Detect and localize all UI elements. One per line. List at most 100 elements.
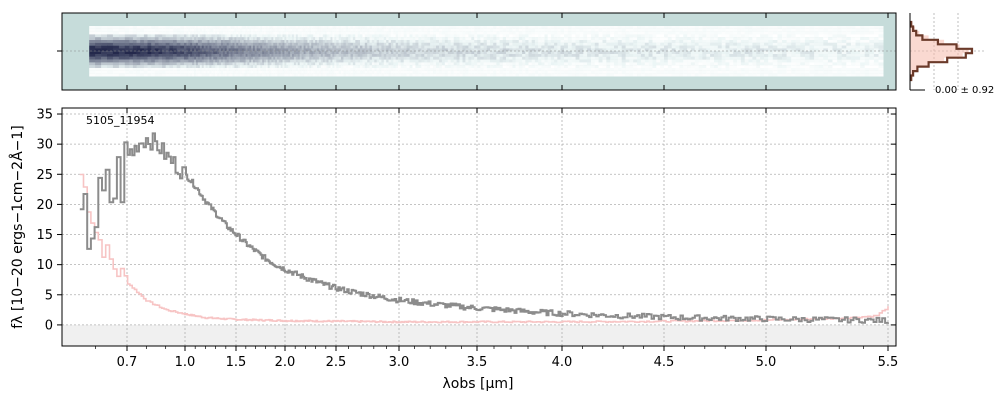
trace-pixel [254, 73, 257, 77]
trace-pixel [143, 45, 148, 49]
trace-pixel [307, 48, 310, 52]
trace-pixel [334, 54, 337, 57]
trace-pixel [567, 28, 573, 32]
trace-pixel [209, 40, 212, 43]
trace-pixel [184, 45, 187, 49]
trace-pixel [756, 56, 761, 60]
trace-pixel [525, 34, 529, 38]
trace-pixel [864, 34, 870, 38]
trace-pixel [444, 62, 449, 66]
trace-pixel [112, 26, 120, 29]
trace-pixel [301, 65, 304, 69]
trace-pixel [637, 73, 642, 77]
trace-pixel [95, 56, 102, 60]
trace-pixel [791, 65, 797, 69]
trace-pixel [292, 40, 295, 43]
trace-pixel [328, 31, 331, 35]
trace-pixel [729, 34, 734, 38]
trace-pixel [282, 70, 285, 74]
trace-pixel [737, 40, 742, 43]
trace-pixel [483, 59, 488, 63]
trace-pixel [295, 51, 299, 55]
trace-pixel [471, 45, 475, 49]
trace-pixel [256, 51, 259, 55]
trace-pixel [547, 73, 552, 77]
trace-pixel [309, 59, 312, 63]
trace-pixel [648, 34, 653, 38]
trace-pixel [201, 48, 205, 52]
trace-pixel [427, 37, 431, 41]
trace-pixel [644, 26, 649, 29]
trace-pixel [379, 34, 382, 38]
trace-pixel [660, 59, 665, 63]
trace-pixel [132, 68, 137, 71]
trace-pixel [278, 34, 281, 38]
trace-pixel [502, 37, 507, 41]
trace-pixel [251, 31, 254, 35]
trace-pixel [192, 73, 195, 77]
trace-pixel [338, 48, 342, 52]
trace-pixel [710, 40, 715, 43]
trace-pixel [194, 40, 197, 43]
trace-pixel [614, 34, 619, 38]
trace-pixel [656, 56, 661, 60]
trace-pixel [606, 45, 611, 49]
trace-pixel [140, 51, 145, 55]
trace-pixel [209, 56, 212, 60]
trace-pixel [502, 34, 507, 38]
trace-pixel [409, 59, 413, 63]
trace-pixel [694, 48, 699, 52]
trace-pixel [362, 62, 366, 66]
trace-pixel [194, 34, 197, 38]
trace-pixel [295, 42, 299, 46]
trace-pixel [869, 37, 875, 41]
trace-pixel [234, 28, 237, 32]
trace-pixel [197, 31, 201, 35]
trace-pixel [320, 26, 324, 29]
trace-pixel [450, 73, 454, 77]
trace-pixel [459, 59, 463, 63]
trace-pixel [614, 56, 619, 60]
trace-pixel [241, 40, 245, 43]
trace-pixel [714, 68, 719, 71]
trace-pixel [633, 54, 638, 57]
trace-pixel [621, 56, 626, 60]
trace-pixel [221, 31, 224, 35]
trace-pixel [869, 59, 875, 63]
trace-pixel [129, 51, 134, 55]
trace-pixel [383, 65, 387, 69]
trace-pixel [303, 42, 306, 46]
trace-pixel [322, 56, 326, 60]
trace-pixel [118, 34, 126, 38]
trace-pixel [297, 48, 301, 52]
trace-pixel [496, 42, 500, 46]
trace-pixel [690, 68, 696, 71]
trace-pixel [486, 54, 491, 57]
trace-pixel [213, 34, 216, 38]
trace-pixel [737, 51, 742, 55]
trace-pixel [89, 42, 96, 46]
trace-pixel [679, 51, 684, 55]
trace-pixel [305, 45, 308, 49]
trace-pixel [694, 42, 699, 46]
trace-pixel [456, 45, 460, 49]
trace-pixel [341, 48, 344, 52]
trace-pixel [236, 65, 239, 69]
trace-pixel [522, 56, 526, 60]
trace-pixel [421, 59, 425, 63]
trace-pixel [499, 42, 504, 46]
trace-pixel [860, 59, 866, 63]
trace-pixel [226, 51, 229, 55]
trace-pixel [550, 73, 555, 77]
trace-pixel [288, 54, 291, 57]
trace-pixel [95, 34, 102, 38]
trace-pixel [299, 28, 302, 32]
trace-pixel [124, 54, 130, 57]
trace-pixel [345, 28, 349, 32]
trace-pixel [253, 31, 256, 35]
trace-pixel [541, 51, 545, 55]
trace-pixel [345, 42, 349, 46]
trace-pixel [433, 48, 437, 52]
trace-pixel [729, 51, 734, 55]
trace-pixel [379, 40, 382, 43]
